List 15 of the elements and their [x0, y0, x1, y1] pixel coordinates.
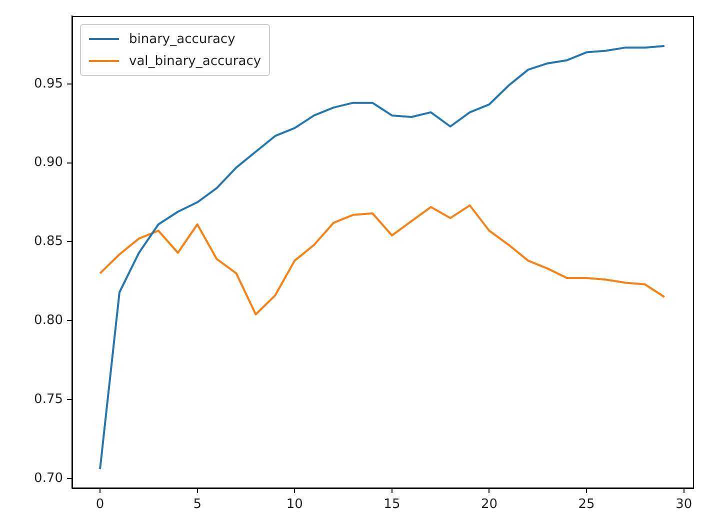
y-tick-label: 0.70	[34, 470, 63, 486]
x-tick-label: 25	[578, 497, 595, 512]
x-tick-label: 10	[286, 497, 303, 512]
y-tick-label: 0.85	[34, 234, 63, 250]
x-tick-label: 30	[676, 497, 692, 512]
y-tick-label: 0.95	[34, 76, 63, 92]
legend-label: val_binary_accuracy	[129, 54, 262, 68]
y-tick-label: 0.80	[34, 313, 63, 328]
x-tick-label: 15	[384, 497, 400, 512]
x-tick-label: 5	[193, 497, 202, 512]
y-tick-label: 0.90	[34, 155, 63, 170]
x-tick-label: 0	[96, 497, 104, 512]
legend-label: binary_accuracy	[129, 32, 236, 46]
y-tick-label: 0.75	[34, 392, 63, 407]
x-tick-label: 20	[480, 497, 498, 512]
